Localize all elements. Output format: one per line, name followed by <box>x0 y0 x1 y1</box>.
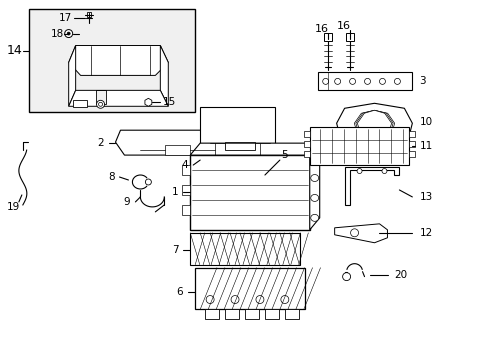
Circle shape <box>364 78 370 84</box>
Polygon shape <box>309 143 319 230</box>
Circle shape <box>230 296 239 303</box>
Bar <box>303 141 309 147</box>
Bar <box>73 100 86 107</box>
Polygon shape <box>165 145 190 155</box>
Text: 12: 12 <box>419 228 432 238</box>
Bar <box>182 205 190 215</box>
Bar <box>285 310 298 319</box>
Polygon shape <box>357 110 391 130</box>
Bar <box>182 165 190 175</box>
Text: 6: 6 <box>176 287 183 297</box>
Circle shape <box>379 78 385 84</box>
Bar <box>345 32 353 41</box>
Bar <box>190 155 309 230</box>
Polygon shape <box>344 167 399 205</box>
Text: 2: 2 <box>97 138 103 148</box>
Bar <box>317 72 411 90</box>
Polygon shape <box>336 103 411 141</box>
Bar <box>182 185 190 195</box>
Polygon shape <box>160 45 168 106</box>
Polygon shape <box>355 110 392 130</box>
Circle shape <box>394 78 400 84</box>
Bar <box>205 310 219 319</box>
Circle shape <box>206 296 214 303</box>
Text: 16: 16 <box>336 21 350 31</box>
Circle shape <box>349 78 355 84</box>
Circle shape <box>356 168 361 174</box>
Circle shape <box>99 102 102 106</box>
Polygon shape <box>68 90 168 106</box>
Polygon shape <box>95 90 105 104</box>
Text: 20: 20 <box>394 270 407 280</box>
Bar <box>195 268 304 310</box>
Text: 15: 15 <box>162 97 175 107</box>
Bar <box>303 131 309 137</box>
Bar <box>190 233 299 265</box>
Polygon shape <box>354 110 394 131</box>
Text: 1: 1 <box>171 187 178 197</box>
Circle shape <box>350 229 358 237</box>
Text: 19: 19 <box>7 202 20 212</box>
Bar <box>29 9 195 112</box>
Polygon shape <box>115 130 237 155</box>
Bar <box>309 127 408 165</box>
Polygon shape <box>334 224 386 243</box>
Bar <box>303 151 309 157</box>
Circle shape <box>64 30 73 37</box>
Bar <box>224 142 254 150</box>
Bar <box>408 151 414 157</box>
Bar <box>86 12 90 17</box>
Text: 3: 3 <box>419 76 425 86</box>
Text: 18: 18 <box>51 28 64 39</box>
Bar <box>200 107 274 162</box>
Circle shape <box>96 100 104 108</box>
Text: 17: 17 <box>59 13 72 23</box>
Circle shape <box>67 32 70 35</box>
Polygon shape <box>68 45 168 75</box>
Bar <box>408 131 414 137</box>
Ellipse shape <box>310 175 318 181</box>
Text: 8: 8 <box>108 172 114 182</box>
Bar <box>244 310 259 319</box>
Text: 4: 4 <box>181 160 188 170</box>
Circle shape <box>255 296 264 303</box>
Circle shape <box>381 168 386 174</box>
Ellipse shape <box>310 194 318 201</box>
Circle shape <box>145 179 151 185</box>
Text: 16: 16 <box>314 24 328 33</box>
Circle shape <box>334 78 340 84</box>
Circle shape <box>322 78 328 84</box>
Text: 10: 10 <box>419 117 431 127</box>
Text: 14: 14 <box>7 44 23 57</box>
Bar <box>323 32 331 41</box>
Polygon shape <box>68 45 76 106</box>
Text: 9: 9 <box>123 197 130 207</box>
Text: 11: 11 <box>419 141 432 151</box>
Text: 13: 13 <box>419 192 432 202</box>
Bar <box>408 141 414 147</box>
Text: 7: 7 <box>171 245 178 255</box>
Circle shape <box>342 273 350 280</box>
Bar <box>264 310 278 319</box>
Circle shape <box>280 296 288 303</box>
Bar <box>224 310 239 319</box>
Ellipse shape <box>310 214 318 221</box>
Text: 5: 5 <box>281 150 287 160</box>
Polygon shape <box>190 143 319 155</box>
